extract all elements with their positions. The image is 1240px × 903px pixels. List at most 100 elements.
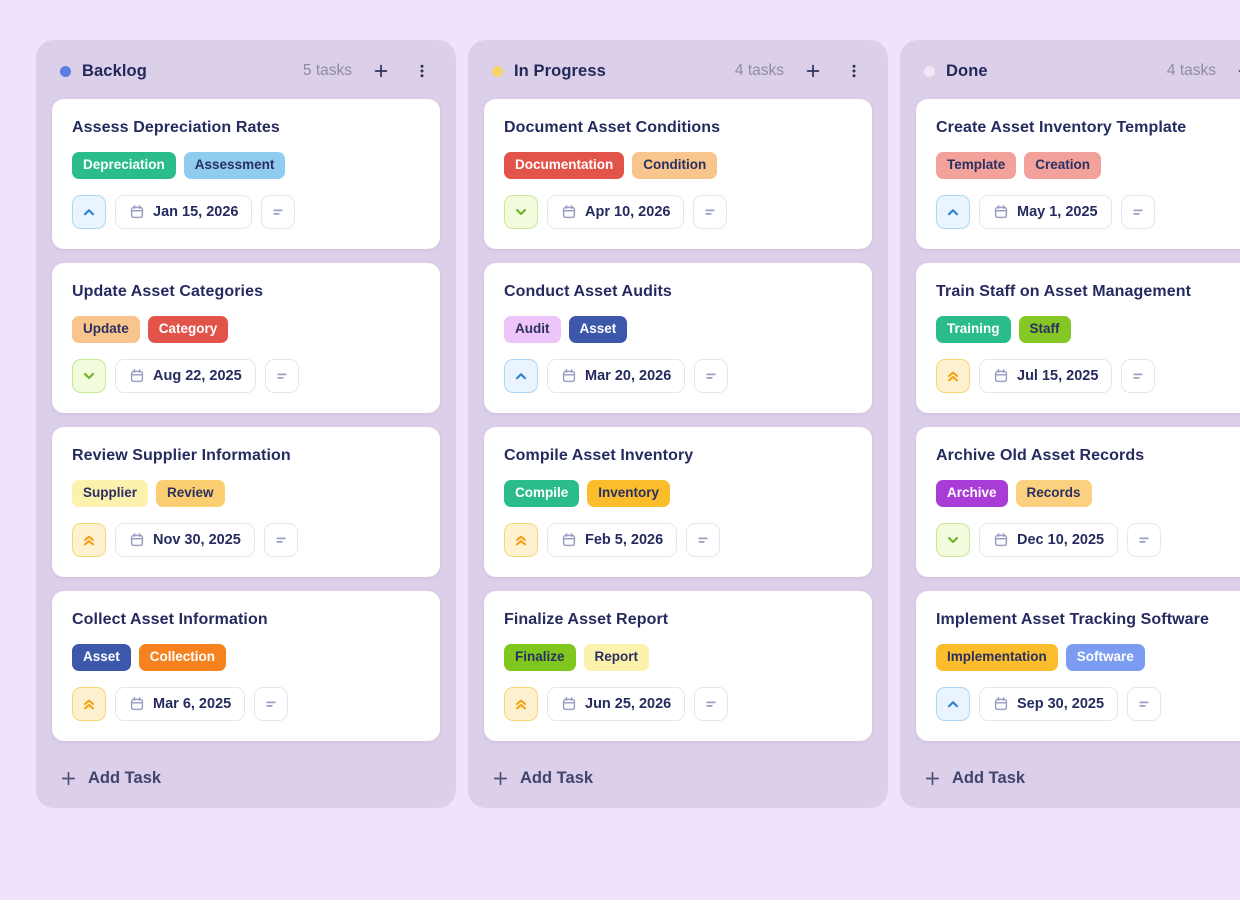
task-tag: Archive [936, 479, 1008, 507]
plus-icon [492, 770, 509, 787]
priority-button-medium[interactable] [936, 194, 970, 229]
task-card[interactable]: Review Supplier Information Supplier Revi… [52, 426, 440, 577]
task-tag: Compile [504, 479, 580, 507]
description-button[interactable] [1127, 686, 1162, 721]
priority-button-medium[interactable] [504, 358, 538, 393]
task-tag: Finalize [504, 643, 576, 671]
due-date-chip[interactable]: Sep 30, 2025 [979, 686, 1119, 721]
task-card[interactable]: Compile Asset Inventory Compile Inventory… [484, 426, 872, 577]
due-date-label: May 1, 2025 [1017, 203, 1098, 220]
notes-icon [273, 532, 289, 548]
task-meta: Jan 15, 2026 [72, 194, 420, 229]
due-date-chip[interactable]: Nov 30, 2025 [115, 522, 255, 557]
description-button[interactable] [263, 522, 298, 557]
calendar-icon [993, 696, 1009, 712]
task-card[interactable]: Archive Old Asset Records Archive Records… [916, 426, 1240, 577]
priority-button-medium[interactable] [72, 194, 106, 229]
description-button[interactable] [261, 194, 296, 229]
calendar-icon [993, 532, 1009, 548]
description-button[interactable] [254, 686, 289, 721]
add-task-label: Add Task [88, 769, 162, 787]
task-card[interactable]: Conduct Asset Audits Audit Asset Mar 20, … [484, 262, 872, 413]
task-tags: Archive Records [936, 479, 1240, 507]
due-date-chip[interactable]: Jan 15, 2026 [115, 194, 253, 229]
add-task-button[interactable]: Add Task [916, 769, 1240, 792]
column-status-dot-icon [924, 65, 935, 77]
calendar-icon [129, 204, 145, 220]
kebab-icon [414, 63, 430, 79]
priority-button-medium[interactable] [936, 686, 970, 721]
task-card[interactable]: Create Asset Inventory Template Template… [916, 99, 1240, 249]
due-date-chip[interactable]: Apr 10, 2026 [547, 194, 685, 229]
add-column-task-button[interactable] [801, 59, 825, 83]
task-card[interactable]: Collect Asset Information Asset Collectio… [52, 590, 440, 741]
task-card[interactable]: Train Staff on Asset Management Training… [916, 262, 1240, 413]
add-task-button[interactable]: Add Task [484, 769, 872, 792]
column-task-count: 4 tasks [734, 62, 784, 79]
priority-button-high[interactable] [72, 522, 106, 557]
due-date-chip[interactable]: Jul 15, 2025 [979, 358, 1113, 393]
priority-button-low[interactable] [72, 358, 106, 393]
priority-button-high[interactable] [504, 686, 538, 721]
column-task-count: 4 tasks [1166, 62, 1216, 79]
task-tag: Condition [632, 152, 718, 179]
notes-icon [1136, 696, 1152, 712]
task-tag: Asset [72, 643, 131, 671]
task-meta: Dec 10, 2025 [936, 522, 1240, 557]
description-button[interactable] [686, 522, 721, 557]
plus-icon [373, 63, 389, 79]
notes-icon [703, 696, 719, 712]
task-meta: Jul 15, 2025 [936, 358, 1240, 393]
task-tag: Documentation [504, 152, 625, 179]
due-date-chip[interactable]: Feb 5, 2026 [547, 522, 678, 557]
task-title: Implement Asset Tracking Software [936, 610, 1210, 628]
column-menu-button[interactable] [410, 59, 434, 83]
priority-button-high[interactable] [936, 358, 970, 393]
description-button[interactable] [1121, 358, 1156, 393]
add-column-task-button[interactable] [369, 59, 393, 83]
task-meta: May 1, 2025 [936, 194, 1240, 229]
due-date-chip[interactable]: Dec 10, 2025 [979, 522, 1119, 557]
priority-button-high[interactable] [72, 686, 106, 721]
due-date-chip[interactable]: May 1, 2025 [979, 194, 1112, 229]
description-button[interactable] [693, 194, 728, 229]
add-column-task-button[interactable] [1233, 59, 1240, 83]
task-tags: Compile Inventory [504, 479, 852, 507]
description-button[interactable] [694, 686, 729, 721]
notes-icon [1130, 204, 1146, 220]
task-card[interactable]: Update Asset Categories Update Category A… [52, 262, 440, 413]
description-button[interactable] [264, 358, 299, 393]
due-date-chip[interactable]: Aug 22, 2025 [115, 358, 256, 393]
column-menu-button[interactable] [842, 59, 866, 83]
task-card[interactable]: Finalize Asset Report Finalize Report Jun… [484, 590, 872, 741]
task-card[interactable]: Implement Asset Tracking Software Implem… [916, 590, 1240, 741]
notes-icon [703, 368, 719, 384]
column-status-dot-icon [492, 65, 503, 77]
chevron-down-icon [81, 368, 97, 384]
task-title: Review Supplier Information [72, 446, 291, 464]
priority-button-low[interactable] [936, 522, 970, 557]
task-title: Train Staff on Asset Management [936, 282, 1191, 300]
add-task-button[interactable]: Add Task [52, 769, 440, 792]
description-button[interactable] [694, 358, 729, 393]
due-date-chip[interactable]: Mar 6, 2025 [115, 686, 246, 721]
column-header: In Progress 4 tasks [484, 56, 872, 83]
notes-icon [274, 368, 290, 384]
task-title: Conduct Asset Audits [504, 282, 672, 300]
priority-button-high[interactable] [504, 522, 538, 557]
kebab-icon [846, 63, 862, 79]
due-date-label: Apr 10, 2026 [585, 203, 671, 220]
task-title: Assess Depreciation Rates [72, 119, 280, 136]
priority-button-low[interactable] [504, 194, 538, 229]
due-date-chip[interactable]: Mar 20, 2026 [547, 358, 686, 393]
task-card[interactable]: Assess Depreciation Rates Depreciation As… [52, 99, 440, 249]
due-date-chip[interactable]: Jun 25, 2026 [547, 686, 686, 721]
calendar-icon [129, 532, 145, 548]
description-button[interactable] [1120, 194, 1155, 229]
description-button[interactable] [1127, 522, 1162, 557]
chevron-up-icon [81, 204, 97, 220]
task-meta: Feb 5, 2026 [504, 522, 852, 557]
task-card[interactable]: Document Asset Conditions Documentation C… [484, 99, 872, 249]
kanban-column-backlog: Backlog 5 tasks Assess Depreciation Rate… [36, 40, 456, 808]
task-tag: Staff [1018, 315, 1071, 343]
